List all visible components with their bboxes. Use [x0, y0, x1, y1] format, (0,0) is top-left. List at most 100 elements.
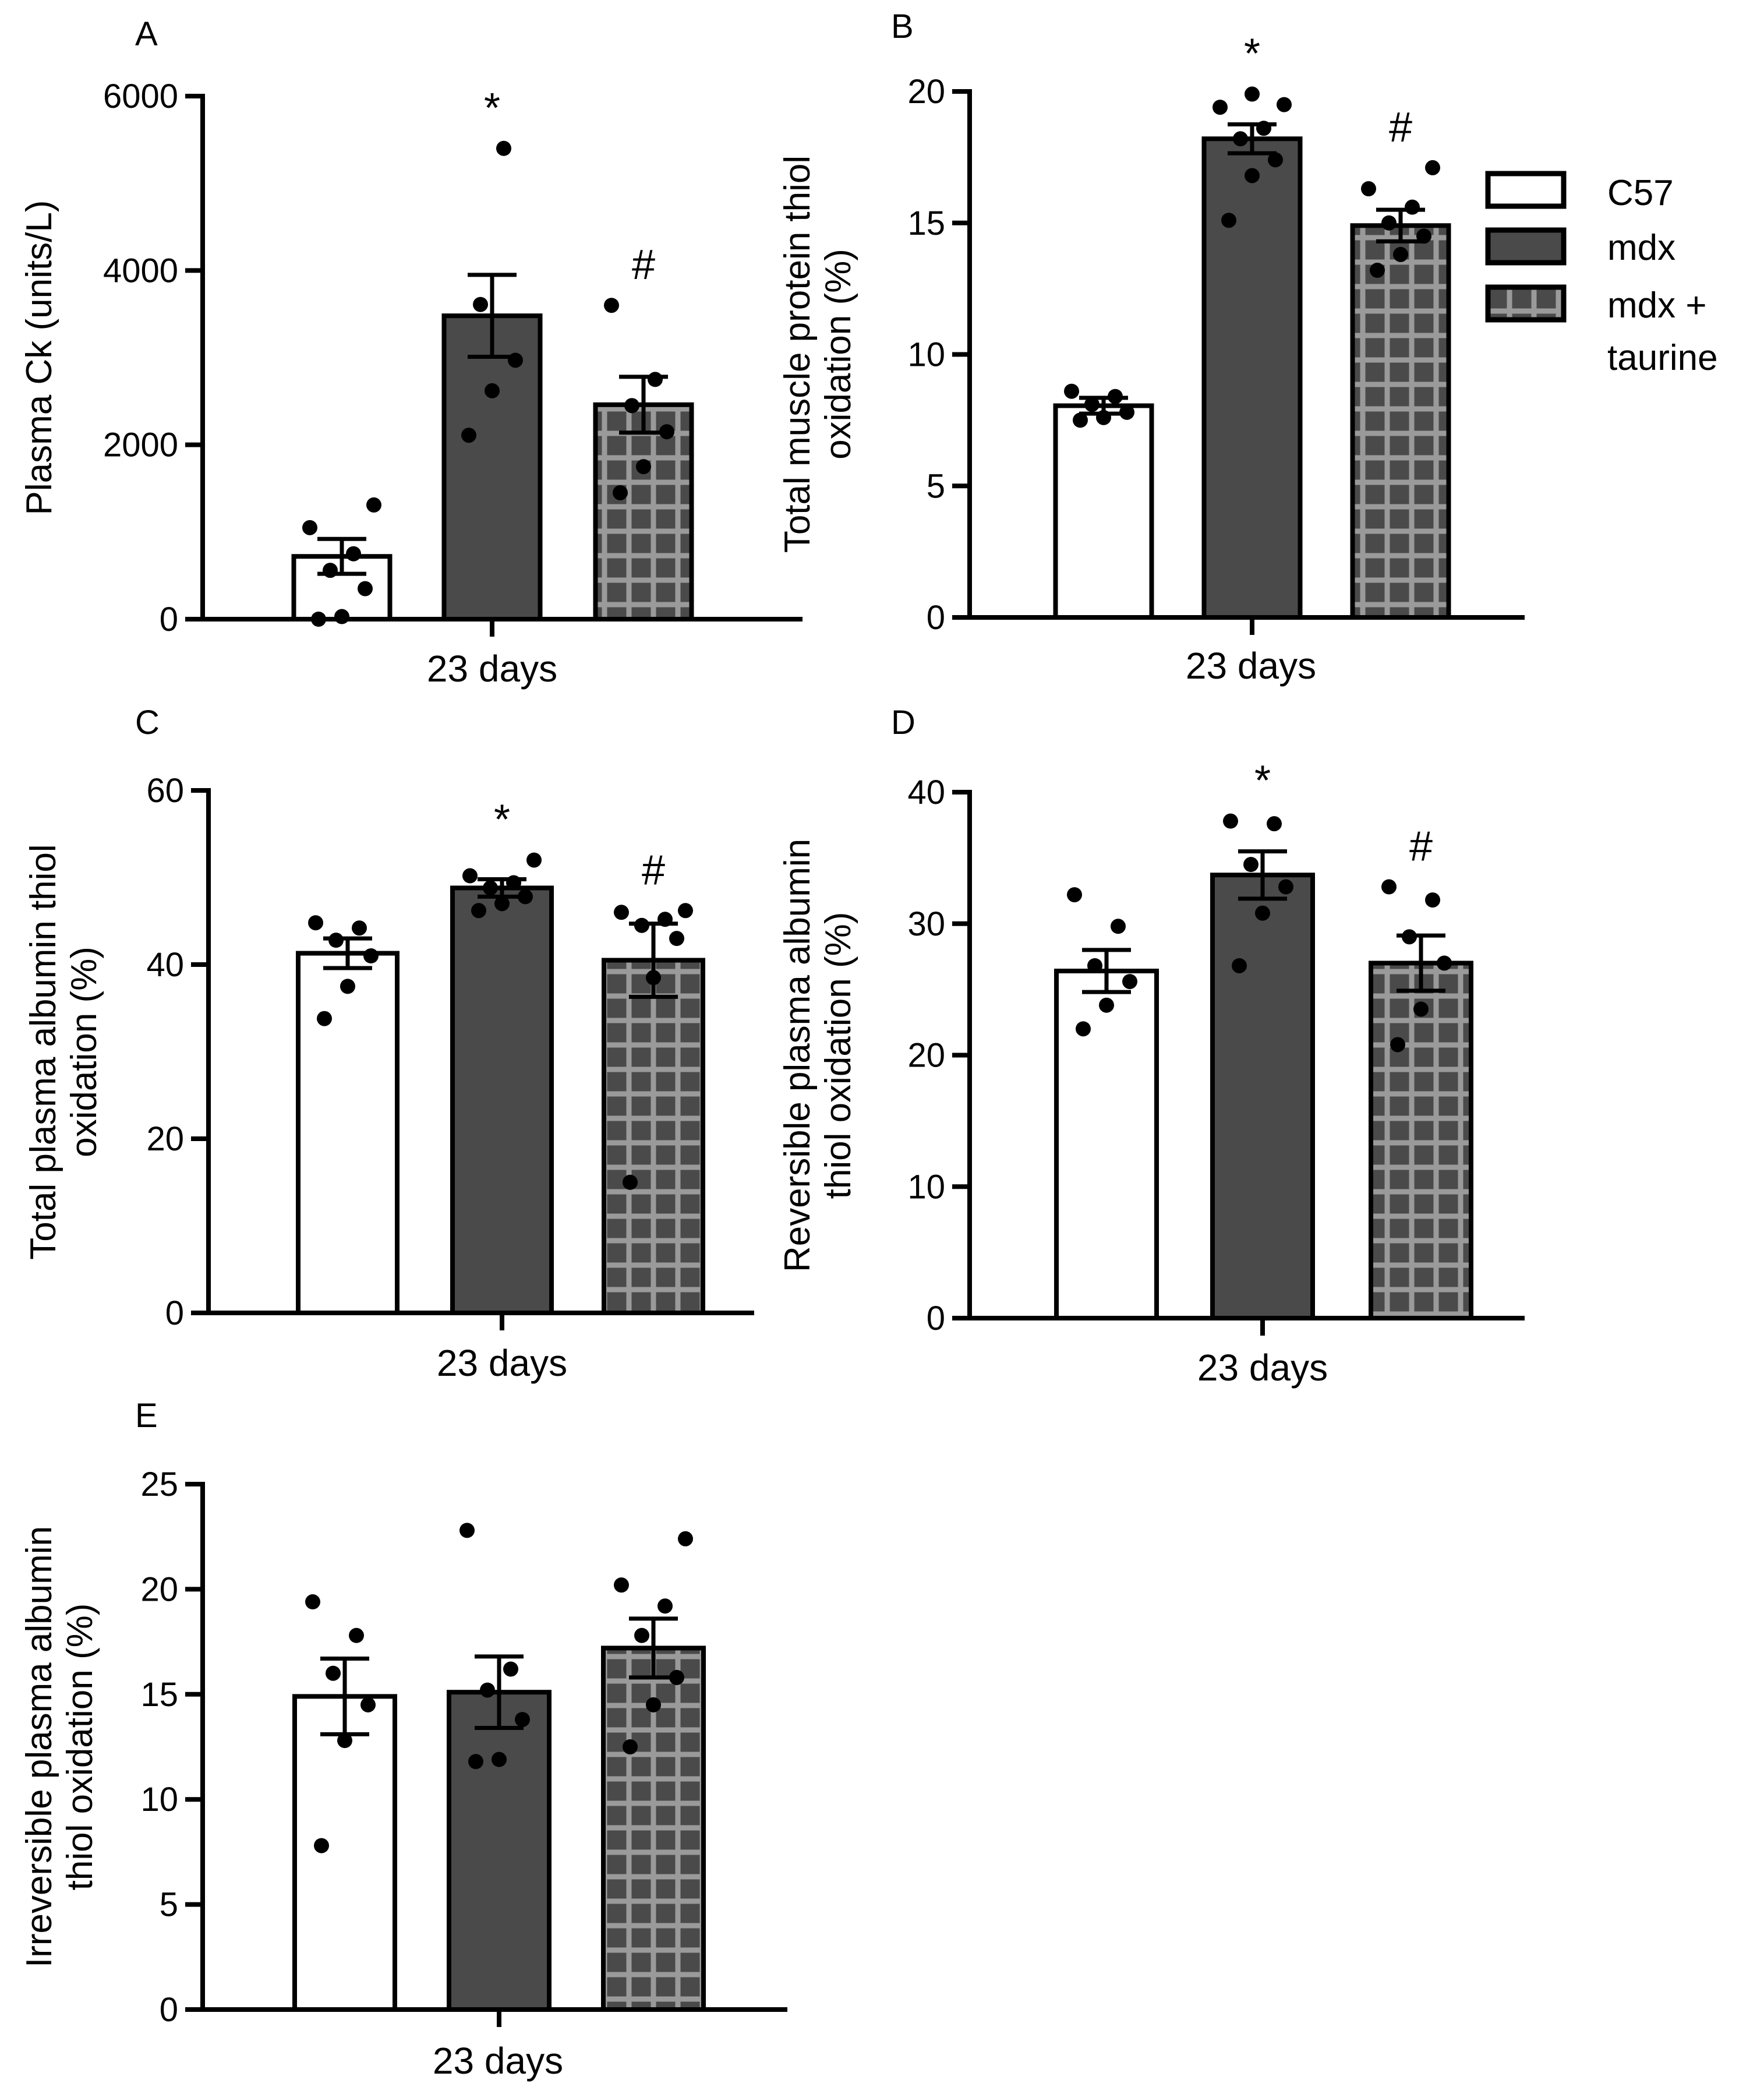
panel-a-point-g1-4	[323, 563, 338, 578]
legend-label-mdx-taurine: mdx +	[1607, 285, 1707, 326]
panel-letter-a: A	[135, 15, 158, 53]
panel-b-point-g1-1	[1073, 412, 1088, 428]
panel-e-point-g1-1	[314, 1838, 329, 1853]
panel-d-significance-hash: #	[1409, 824, 1433, 870]
panel-d-y-label: Reversible plasma albuminthiol oxidation…	[777, 839, 858, 1272]
panel-a-point-g3-3	[659, 424, 674, 440]
panel-a-point-g3-5	[648, 372, 663, 387]
panel-b-significance-hash: #	[1389, 104, 1412, 151]
panel-c-point-g1-1	[317, 1011, 332, 1026]
panel-d-point-g1-3	[1122, 974, 1137, 990]
panel-e-point-g3-7	[678, 1531, 693, 1546]
panel-a-y-tick-label-2000: 2000	[103, 426, 178, 464]
panel-b-point-g2-6	[1212, 100, 1228, 115]
panel-b-y-tick-label-20: 20	[907, 73, 945, 111]
panel-a-point-g2-3	[508, 352, 523, 368]
panel-b-point-g2-3	[1268, 152, 1283, 168]
panel-c-y-label-line-1: Total plasma albumin thiol	[23, 844, 63, 1259]
panel-d-point-g1-5	[1111, 919, 1126, 934]
panel-c-point-g2-4	[483, 880, 498, 896]
panel-b-point-g3-6	[1361, 181, 1376, 197]
legend-label-mdx-taurine-line2: taurine	[1607, 338, 1718, 378]
panel-a-point-g1-5	[346, 546, 361, 562]
panel-a-point-g1-6	[302, 520, 317, 535]
panel-letter-e: E	[135, 1397, 158, 1435]
panel-d-point-g3-6	[1381, 879, 1397, 895]
panel-d-y-tick-label-0: 0	[927, 1300, 945, 1337]
panel-a-point-g1-7	[366, 497, 381, 513]
legend-swatch-mdx-taurine	[1485, 284, 1567, 323]
panel-b-significance-star: *	[1244, 31, 1260, 77]
panel-d-y-tick-label-10: 10	[907, 1168, 945, 1206]
panel-e-y-tick-label-20: 20	[140, 1570, 178, 1608]
panel-b-point-g3-7	[1425, 160, 1440, 175]
panel-b-y-tick-label-10: 10	[907, 336, 945, 374]
panel-d-errorbar-2	[1238, 849, 1287, 901]
panel-b-point-g2-1	[1221, 213, 1236, 228]
panel-d-point-g3-4	[1402, 929, 1417, 945]
legend: C57 mdx mdx + taurine	[1485, 171, 1718, 378]
panel-e-chart: 0 5 10 15 20 25 23 days Irreversible plasma alb…	[19, 1466, 787, 2082]
panel-b-bar-2	[1201, 136, 1303, 620]
panel-b-point-g1-5	[1108, 389, 1123, 404]
panel-e-point-g3-5	[657, 1598, 673, 1614]
panel-b-point-g2-2	[1245, 168, 1260, 183]
panel-a-point-g3-4	[624, 398, 639, 414]
panel-b-x-label: 23 days	[1186, 645, 1316, 687]
panel-d-bar-3	[1369, 961, 1473, 1320]
panel-b-point-g1-2	[1096, 409, 1111, 425]
panel-d-errorbar-1	[1082, 948, 1131, 994]
panel-e-point-g1-6	[305, 1594, 320, 1610]
panel-letter-b: B	[891, 8, 914, 45]
panel-e-errorbar-2	[475, 1654, 524, 1731]
panel-c-point-g2-5	[506, 875, 521, 891]
panel-d-chart: * #0 10 20 30 40 23 days Reversible plasma albu…	[777, 758, 1525, 1389]
panel-c-point-g3-3	[669, 931, 684, 947]
panel-b-point-g2-7	[1277, 97, 1292, 112]
panel-b-y-tick-label-5: 5	[927, 467, 945, 505]
panel-d-y-tick-label-30: 30	[907, 905, 945, 943]
panel-c-x-label: 23 days	[437, 1342, 567, 1384]
panel-d-x-label: 23 days	[1197, 1347, 1328, 1389]
panel-a-point-g2-4	[473, 296, 488, 312]
panel-b-point-g3-4	[1381, 215, 1397, 231]
panel-a-x-label: 23 days	[427, 648, 557, 690]
panel-c-point-g3-4	[634, 917, 649, 933]
panel-b-point-g3-5	[1405, 199, 1420, 215]
panel-c-y-label-line-2: oxidation (%)	[64, 947, 104, 1157]
panel-d-bar-2	[1210, 873, 1315, 1321]
panel-e-bar-1	[292, 1694, 397, 2012]
panel-b-y-tick-label-0: 0	[927, 599, 945, 637]
panel-e-point-g2-6	[459, 1523, 475, 1538]
panel-c-point-g1-3	[363, 948, 379, 964]
panel-e-y-tick-label-5: 5	[160, 1886, 178, 1924]
panel-a-y-label-line-1: Plasma Ck (units/L)	[19, 200, 59, 515]
panel-a-significance-hash: #	[632, 242, 655, 288]
panel-b-point-g3-1	[1370, 263, 1385, 278]
panel-d-y-tick-label-20: 20	[907, 1037, 945, 1075]
panel-letter-d: D	[891, 704, 915, 741]
panel-c-point-g2-2	[494, 896, 510, 912]
panel-c-point-g1-5	[352, 920, 367, 936]
panel-a-chart: * #0 2000 4000 6000 23 days Plasma Ck (units/L…	[19, 77, 803, 690]
panel-d-y-tick-label-40: 40	[907, 774, 945, 811]
panel-d-significance-star: *	[1254, 758, 1271, 804]
panel-b-point-g1-4	[1084, 397, 1100, 412]
panel-d-point-g1-1	[1076, 1021, 1091, 1037]
panel-b-point-g2-5	[1256, 121, 1271, 136]
panel-b-point-g2-8	[1245, 86, 1260, 102]
panel-e-y-tick-label-10: 10	[140, 1781, 178, 1818]
panel-a-point-g3-2	[636, 459, 651, 475]
panel-a-significance-star: *	[484, 85, 500, 132]
panel-e-point-g2-4	[480, 1682, 495, 1698]
panel-b-bar-3	[1350, 223, 1451, 620]
panel-e-y-label: Irreversible plasma albuminthiol oxidati…	[19, 1526, 100, 1968]
panel-e-x-label: 23 days	[433, 2040, 563, 2082]
panel-c-point-g2-6	[462, 868, 478, 884]
panel-e-point-g3-3	[669, 1669, 684, 1685]
panel-e-point-g1-2	[337, 1733, 352, 1749]
panel-a-point-g2-2	[485, 383, 500, 398]
panel-d-point-g2-6	[1223, 813, 1238, 829]
panel-c-y-tick-label-60: 60	[146, 772, 184, 810]
panel-e-y-tick-label-0: 0	[160, 1991, 178, 2029]
